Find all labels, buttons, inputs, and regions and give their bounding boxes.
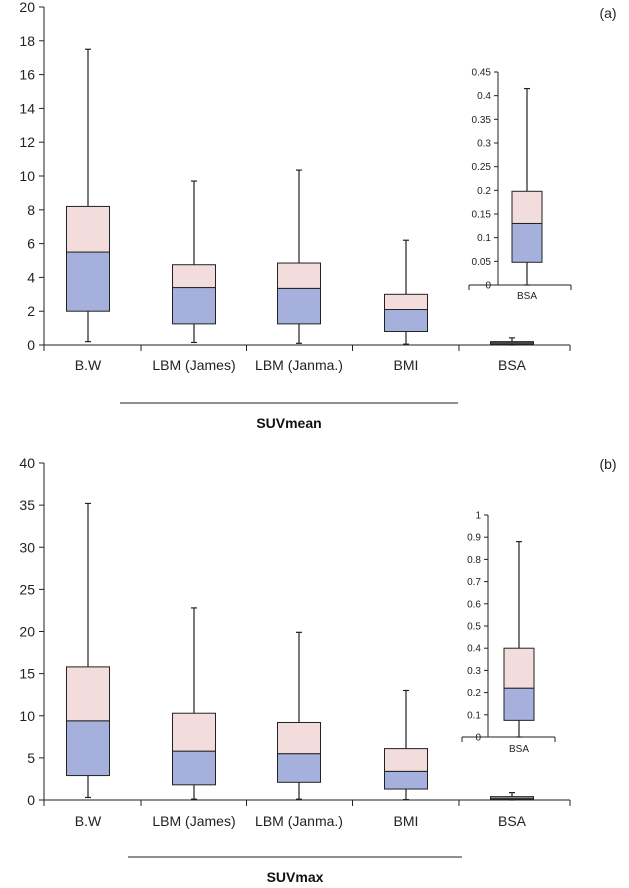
category-label-a-2: LBM (Janma.) [255, 357, 343, 373]
panel-a: 0 2 4 6 8 10 12 14 16 18 20 B.W LBM (James) LBM (Janm… [19, 0, 616, 431]
inset-y-tick-label-b-3: 0.3 [467, 666, 481, 677]
y-tick-label-a-1: 2 [27, 303, 35, 319]
inset-b: 0 0.1 0.2 0.3 0.4 0.5 0.6 0.7 0.8 0.9 1 BSA [461, 511, 556, 755]
panel-label-b: (b) [599, 456, 616, 472]
box-b-box-upper-1 [172, 712, 216, 752]
box-a-box-upper-4 [490, 341, 534, 344]
box-b-box-upper-3 [384, 748, 428, 772]
y-tick-label-a-6: 12 [19, 134, 35, 150]
inset-y-tick-label-a-5: 0.25 [472, 162, 492, 173]
y-tick-label-a-0: 0 [27, 337, 35, 353]
inset-box-b-box-upper-0 [503, 647, 535, 689]
inset-y-tick-label-a-2: 0.1 [477, 233, 491, 244]
box-a-box-lower-0 [66, 251, 110, 312]
y-tick-label-a-3: 6 [27, 236, 35, 252]
box-b-box-lower-2 [277, 753, 321, 783]
inset-category-label-a: BSA [517, 291, 537, 302]
inset-box-a-box-lower-0 [511, 222, 543, 263]
y-tick-label-b-4: 20 [19, 624, 35, 640]
box-a-box-lower-1 [172, 287, 216, 325]
inset-y-tick-label-a-3: 0.15 [472, 210, 492, 221]
inset-y-tick-label-a-6: 0.3 [477, 139, 491, 150]
inset-y-tick-label-a-8: 0.4 [477, 91, 491, 102]
category-label-b-0: B.W [75, 813, 102, 829]
inset-y-tick-label-b-7: 0.7 [467, 577, 481, 588]
y-tick-label-b-8: 40 [19, 455, 35, 471]
y-tick-label-a-10: 20 [19, 0, 35, 15]
y-tick-label-b-1: 5 [27, 750, 35, 766]
inset-y-tick-label-a-1: 0.05 [472, 257, 492, 268]
inset-y-tick-label-a-4: 0.2 [477, 186, 491, 197]
box-b-box-lower-1 [172, 750, 216, 786]
y-tick-label-a-4: 8 [27, 202, 35, 218]
inset-y-tick-label-b-1: 0.1 [467, 710, 481, 721]
inset-y-tick-label-b-5: 0.5 [467, 622, 481, 633]
y-tick-label-b-7: 35 [19, 497, 35, 513]
inset-y-tick-label-b-2: 0.2 [467, 688, 481, 699]
y-tick-label-a-9: 18 [19, 33, 35, 49]
inset-y-tick-label-b-4: 0.4 [467, 644, 481, 655]
inset-y-tick-label-b-8: 0.8 [467, 555, 481, 566]
y-tick-label-b-3: 15 [19, 666, 35, 682]
box-b-box-lower-3 [384, 770, 428, 790]
y-tick-label-b-6: 30 [19, 539, 35, 555]
y-tick-label-b-0: 0 [27, 792, 35, 808]
box-a-box-upper-2 [277, 262, 321, 289]
inset-y-tick-label-b-9: 0.9 [467, 533, 481, 544]
panel-label-a: (a) [599, 5, 616, 21]
inset-y-tick-label-a-7: 0.35 [472, 115, 492, 126]
category-label-a-3: BMI [394, 357, 419, 373]
category-label-b-4: BSA [498, 813, 527, 829]
category-label-a-4: BSA [498, 357, 527, 373]
category-label-b-1: LBM (James) [152, 813, 235, 829]
box-b-box-upper-0 [66, 666, 110, 722]
inset-a: 0 0.05 0.1 0.15 0.2 0.25 0.3 0.35 0.4 0.45 BSA [468, 68, 572, 302]
y-tick-label-b-5: 25 [19, 581, 35, 597]
category-label-b-2: LBM (Janma.) [255, 813, 343, 829]
group-label-a: SUVmean [256, 415, 321, 431]
inset-category-label-b: BSA [509, 744, 529, 755]
box-a-box-lower-3 [384, 309, 428, 332]
y-tick-label-a-7: 14 [19, 100, 35, 116]
box-a-box-upper-3 [384, 293, 428, 311]
group-label-b: SUVmax [267, 869, 324, 885]
box-a-box-lower-2 [277, 287, 321, 325]
inset-y-tick-label-b-0: 0 [475, 733, 481, 744]
box-b-box-upper-2 [277, 721, 321, 755]
category-label-a-0: B.W [75, 357, 102, 373]
inset-y-tick-label-a-9: 0.45 [472, 68, 492, 79]
box-a-box-upper-1 [172, 264, 216, 289]
category-label-a-1: LBM (James) [152, 357, 235, 373]
inset-box-b-box-lower-0 [503, 687, 535, 721]
inset-y-tick-label-a-0: 0 [485, 281, 491, 292]
inset-y-tick-label-b-6: 0.6 [467, 599, 481, 610]
y-tick-label-a-8: 16 [19, 67, 35, 83]
category-label-b-3: BMI [394, 813, 419, 829]
inset-y-tick-label-b-10: 1 [475, 511, 481, 522]
y-tick-label-a-2: 4 [27, 269, 35, 285]
box-b-box-upper-4 [490, 796, 534, 799]
y-tick-label-a-5: 10 [19, 168, 35, 184]
box-b-box-lower-0 [66, 720, 110, 777]
inset-box-a-box-upper-0 [511, 190, 543, 224]
y-tick-label-b-2: 10 [19, 708, 35, 724]
box-a-box-upper-0 [66, 205, 110, 253]
